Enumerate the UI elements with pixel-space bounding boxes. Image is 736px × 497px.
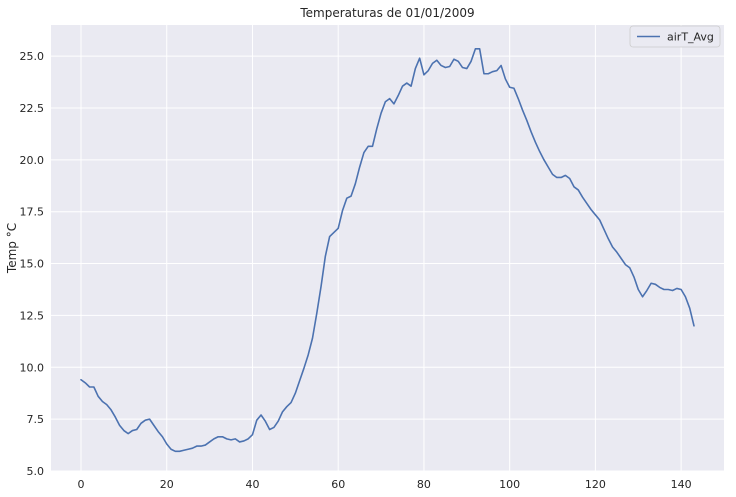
y-tick-label: 12.5	[20, 309, 45, 322]
legend-label-airT_Avg: airT_Avg	[667, 31, 714, 44]
y-tick-labels: 5.0 7.5 10.0 12.5 15.0 17.5 20.0 22.5 25.0	[20, 50, 45, 478]
x-tick-label: 80	[417, 478, 431, 491]
y-tick-label: 25.0	[20, 50, 45, 63]
x-tick-label: 20	[160, 478, 174, 491]
y-axis-label: Temp °C	[5, 223, 19, 274]
legend-box	[629, 25, 721, 48]
x-tick-label: 120	[585, 478, 606, 491]
chart-title: Temperaturas de 01/01/2009	[299, 6, 474, 20]
x-tick-label: 60	[331, 478, 345, 491]
series-line-airT_Avg	[80, 48, 695, 453]
x-tick-label: 40	[245, 478, 259, 491]
y-tick-label: 5.0	[27, 465, 45, 478]
plot-area	[51, 25, 724, 471]
y-tick-label: 10.0	[20, 361, 45, 374]
x-tick-label: 100	[499, 478, 520, 491]
x-tick-label: 0	[78, 478, 85, 491]
x-tick-labels: 0 20 40 60 80 100 120 140	[78, 478, 692, 491]
grid-lines	[51, 25, 724, 472]
y-tick-label: 20.0	[20, 154, 45, 167]
legend: airT_Avg	[629, 25, 721, 48]
y-tick-label: 7.5	[27, 413, 45, 426]
x-tick-label: 140	[671, 478, 692, 491]
y-tick-label: 15.0	[20, 258, 45, 271]
y-tick-label: 17.5	[20, 206, 45, 219]
y-tick-label: 22.5	[20, 102, 45, 115]
